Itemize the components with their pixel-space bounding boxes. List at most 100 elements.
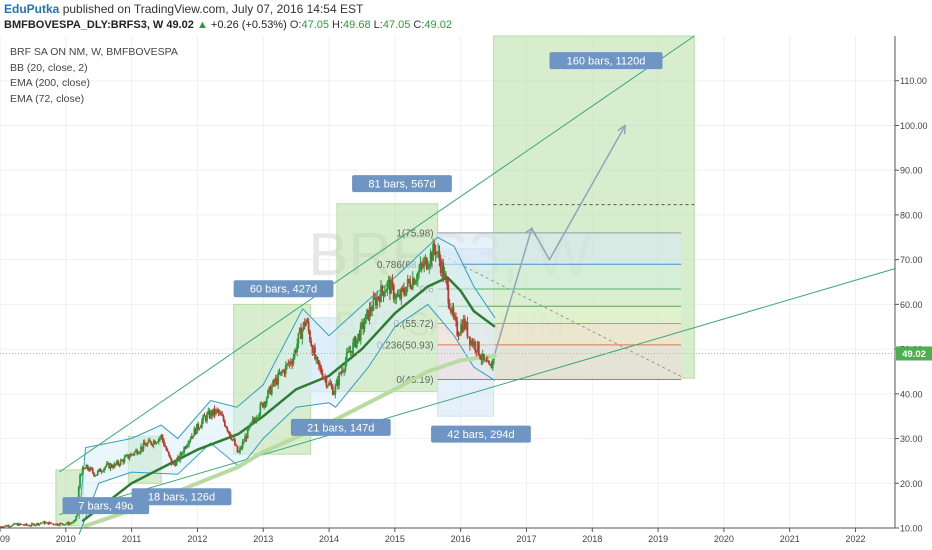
candle-body [171, 463, 174, 465]
candle-body [311, 345, 314, 355]
candle-body [322, 377, 325, 379]
candle-body [14, 523, 17, 525]
candle-body [405, 287, 408, 295]
candle-body [29, 525, 32, 527]
candle-body [279, 371, 282, 375]
candle-body [16, 523, 19, 526]
candle-body [235, 445, 238, 447]
candle-body [315, 357, 318, 360]
candle-body [392, 284, 395, 299]
candle-body [281, 371, 283, 373]
candle-body [61, 523, 64, 525]
legend-bb[interactable]: BB (20, close, 2) [10, 61, 88, 74]
legend-ema72[interactable]: EMA (72, close) [10, 92, 85, 105]
candle-body [140, 446, 142, 452]
candle-body [382, 291, 385, 297]
candle-body [376, 296, 379, 306]
candle-body [199, 426, 202, 429]
candle-body [236, 445, 239, 453]
candle-body [47, 522, 50, 525]
candle-body [240, 447, 243, 449]
candle-body [470, 340, 473, 346]
y-tick-label-10: 10.00 [900, 524, 923, 534]
range-callout-box [290, 418, 391, 436]
candle-body [328, 382, 330, 386]
candle-body [372, 297, 375, 311]
candle-body [259, 403, 262, 414]
candle-body [27, 525, 29, 526]
range-callout-4: 81 bars, 567d [352, 175, 452, 193]
candle-body [209, 411, 212, 418]
candle-body [264, 402, 267, 404]
candle-body [483, 353, 485, 361]
candle-body [156, 441, 159, 443]
candle-body [216, 409, 219, 411]
candle-body [18, 523, 20, 526]
high-value: 49.68 [343, 19, 371, 31]
candle-body [354, 337, 357, 348]
fib-zone-3 [437, 306, 682, 324]
candle-body [406, 279, 409, 288]
x-tick-label-2009: 2009 [0, 534, 10, 544]
candle-body [387, 279, 390, 283]
candle-body [179, 452, 182, 461]
candle-body [419, 263, 422, 270]
author-link[interactable]: EduPutka [4, 2, 60, 16]
candle-body [207, 411, 210, 414]
symbol-label: BMFBOVESPA_DLY:BRFS3, W [4, 19, 164, 31]
candle-body [353, 337, 356, 343]
candle-body [53, 524, 56, 526]
candle-body [225, 425, 227, 428]
candle-body [72, 521, 75, 523]
x-tick-label-2018: 2018 [582, 534, 602, 544]
candle-body [103, 468, 106, 472]
candle-body [316, 357, 319, 361]
legend-ema200[interactable]: EMA (200, close) [10, 77, 90, 89]
candle-body [189, 438, 192, 441]
candle-body [295, 350, 297, 352]
candle-body [480, 358, 483, 360]
candle-body [260, 403, 263, 404]
candle-body [51, 523, 53, 525]
candle-body [2, 526, 5, 528]
candle-body [455, 317, 457, 321]
candle-body [380, 285, 382, 303]
candle-body [100, 471, 103, 473]
range-callout-2: 60 bars, 427d [233, 280, 334, 298]
candle-body [246, 428, 249, 439]
candle-body [414, 281, 417, 285]
candle-body [486, 360, 489, 362]
candle-body [122, 460, 125, 463]
candle-body [453, 315, 456, 318]
candle-body [256, 417, 259, 419]
low-value: 47.05 [382, 19, 411, 31]
candle-body [65, 523, 67, 525]
candle-body [321, 373, 324, 379]
candle-body [466, 322, 469, 337]
candle-body [434, 250, 437, 255]
candles [0, 238, 495, 529]
candle-body [0, 526, 3, 528]
candle-body [198, 428, 201, 429]
candle-body [57, 525, 60, 526]
candle-body [448, 303, 451, 310]
candle-body [6, 525, 9, 527]
candle-body [32, 523, 34, 525]
candle-body [56, 523, 59, 526]
candle-body [204, 416, 207, 421]
candle-body [220, 412, 222, 416]
legend-title[interactable]: BRF SA ON NM, W, BMFBOVESPA [10, 46, 178, 58]
x-tick-label-2019: 2019 [648, 534, 668, 544]
candle-body [193, 428, 196, 437]
candle-body [132, 454, 135, 455]
candle-body [288, 361, 291, 365]
candle-body [114, 463, 117, 465]
candle-body [442, 262, 445, 278]
candle-body [213, 408, 216, 415]
x-tick-label-2013: 2013 [253, 534, 273, 544]
candle-body [339, 373, 342, 374]
candle-body [121, 460, 123, 461]
candle-body [25, 523, 28, 526]
candle-body [75, 515, 78, 521]
